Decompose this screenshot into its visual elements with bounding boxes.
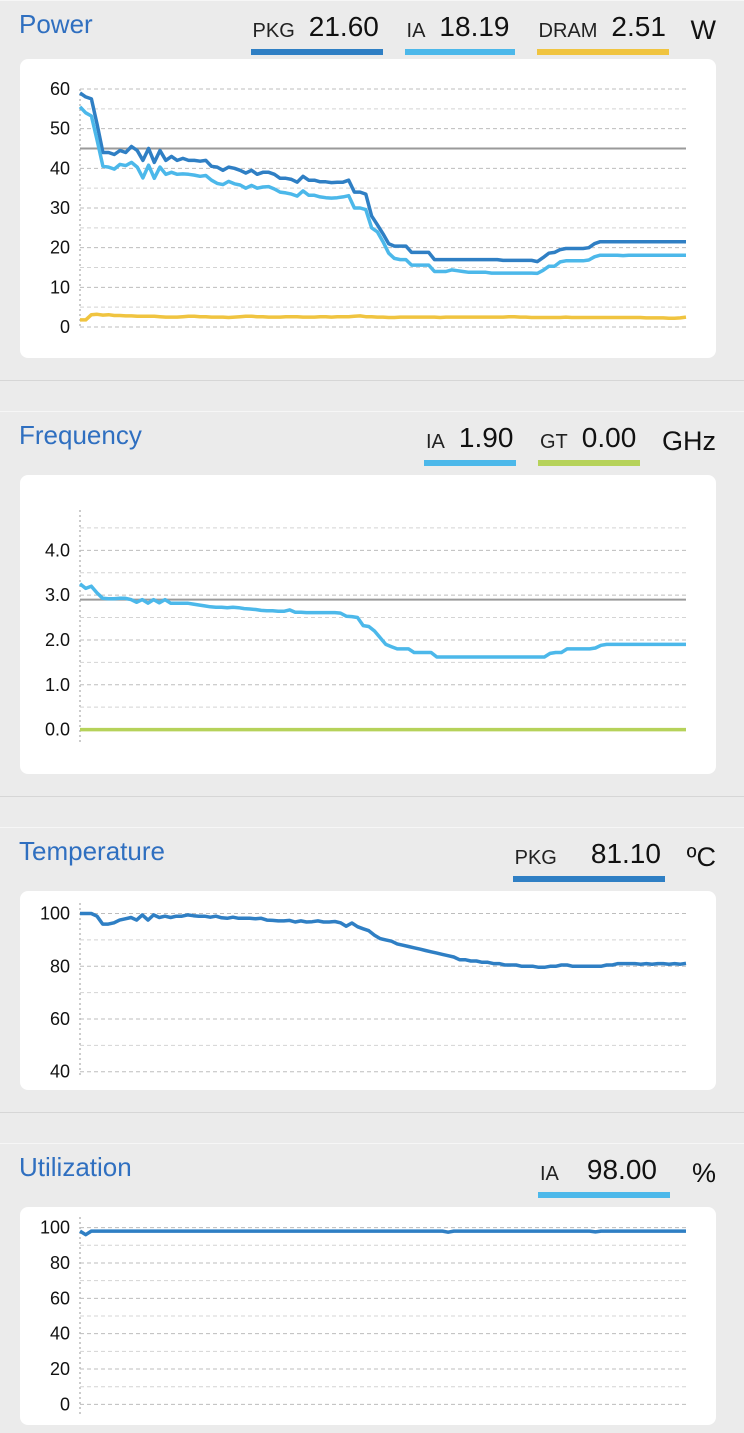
y-tick-label: 0: [60, 317, 70, 337]
legend-color-bar: [404, 49, 515, 55]
legend-value: 1.90: [458, 422, 514, 453]
legend-value: 2.51: [611, 11, 666, 42]
temperature-panel: Temperature PKG 81.10 ºC 40 60 80 100: [0, 827, 744, 1113]
legend-value: 81.10: [590, 838, 661, 869]
frequency-legend: IA 1.90 GT 0.00 GHz: [402, 422, 716, 468]
legend-color-bar: [512, 876, 665, 882]
y-tick-label: 3.0: [45, 585, 70, 605]
y-tick-label: 40: [50, 158, 70, 178]
y-tick-label: 40: [50, 1062, 70, 1082]
legend-key: IA: [406, 20, 426, 42]
y-tick-label: 100: [40, 904, 70, 924]
temperature-chart: 40 60 80 100: [40, 903, 687, 1082]
series-line-ia: [78, 105, 686, 276]
legend-item-ia: IA 1.90: [424, 422, 516, 466]
utilization-legend: IA 98.00 %: [516, 1154, 716, 1200]
legend-color-bar: [536, 49, 669, 55]
panel-title: Utilization: [19, 1152, 132, 1182]
legend-item-pkg: PKG 81.10: [512, 838, 665, 882]
legend-key: GT: [540, 431, 568, 453]
frequency-panel: Frequency IA 1.90 GT 0.00 GHz 0.0 1.0 2.0 3…: [0, 411, 744, 797]
legend-item-ia: IA 98.00: [537, 1154, 670, 1198]
legend-color-bar: [538, 460, 640, 466]
y-tick-label: 50: [50, 119, 70, 139]
y-tick-label: 30: [50, 198, 70, 218]
y-tick-label: 60: [50, 1288, 70, 1308]
legend-key: DRAM: [538, 20, 598, 42]
utilization-chart: 0 20 40 60 80 100: [40, 1217, 686, 1415]
series-line-pkg: [79, 91, 686, 264]
y-tick-label: 20: [50, 1359, 70, 1379]
y-tick-label: 0: [60, 1394, 70, 1414]
unit-label: GHz: [662, 426, 716, 456]
panel-title: Temperature: [19, 836, 165, 866]
panel-title: Frequency: [19, 420, 142, 450]
temperature-legend: PKG 81.10 ºC: [491, 838, 716, 884]
y-tick-label: 1.0: [45, 675, 70, 695]
legend-item-ia: IA 18.19: [404, 11, 515, 55]
y-tick-label: 60: [50, 1009, 70, 1029]
y-tick-label: 60: [50, 79, 70, 99]
unit-label: ºC: [686, 842, 716, 872]
frequency-chart: 0.0 1.0 2.0 3.0 4.0: [45, 510, 686, 743]
utilization-panel: Utilization IA 98.00 % 0 20 40 60 80 100: [0, 1143, 744, 1433]
legend-color-bar: [250, 49, 383, 55]
power-legend: PKG 21.60 IA 18.19 DRAM 2.51 W: [229, 11, 716, 57]
y-tick-label: 40: [50, 1324, 70, 1344]
series-line-pkg: [80, 911, 687, 970]
frequency-chart-card: 0.0 1.0 2.0 3.0 4.0: [20, 475, 716, 774]
power-chart: 0 10 20 30 40 50 60: [50, 79, 687, 337]
legend-value: 98.00: [586, 1154, 657, 1185]
legend-value: 21.60: [308, 11, 379, 42]
y-tick-label: 10: [50, 277, 70, 297]
power-chart-card: 0 10 20 30 40 50 60: [20, 59, 716, 358]
legend-key: PKG: [252, 20, 295, 42]
y-tick-label: 0.0: [45, 720, 70, 740]
y-tick-label: 2.0: [45, 630, 70, 650]
legend-value: 18.19: [439, 11, 510, 42]
y-tick-label: 100: [40, 1218, 70, 1238]
legend-key: PKG: [514, 847, 557, 869]
y-tick-label: 4.0: [45, 540, 70, 560]
y-tick-label: 20: [50, 238, 70, 258]
y-tick-label: 80: [50, 956, 70, 976]
legend-key: IA: [539, 1163, 559, 1185]
panel-title: Power: [19, 9, 93, 39]
power-panel: Power PKG 21.60 IA 18.19 DRAM 2.51 W 0 10…: [0, 0, 744, 381]
temperature-chart-card: 40 60 80 100: [20, 891, 716, 1090]
legend-color-bar: [424, 460, 516, 466]
legend-key: IA: [426, 431, 445, 453]
legend-value: 0.00: [581, 422, 637, 453]
series-line-ia: [79, 1229, 686, 1237]
y-tick-label: 80: [50, 1253, 70, 1273]
legend-item-dram: DRAM 2.51: [536, 11, 669, 55]
series-line-dram: [80, 312, 687, 322]
unit-label: W: [690, 15, 716, 45]
legend-item-gt: GT 0.00: [538, 422, 640, 466]
legend-item-pkg: PKG 21.60: [250, 11, 383, 55]
unit-label: %: [691, 1158, 716, 1188]
utilization-chart-card: 0 20 40 60 80 100: [20, 1207, 716, 1425]
series-line-ia: [78, 582, 686, 659]
legend-color-bar: [537, 1192, 670, 1198]
